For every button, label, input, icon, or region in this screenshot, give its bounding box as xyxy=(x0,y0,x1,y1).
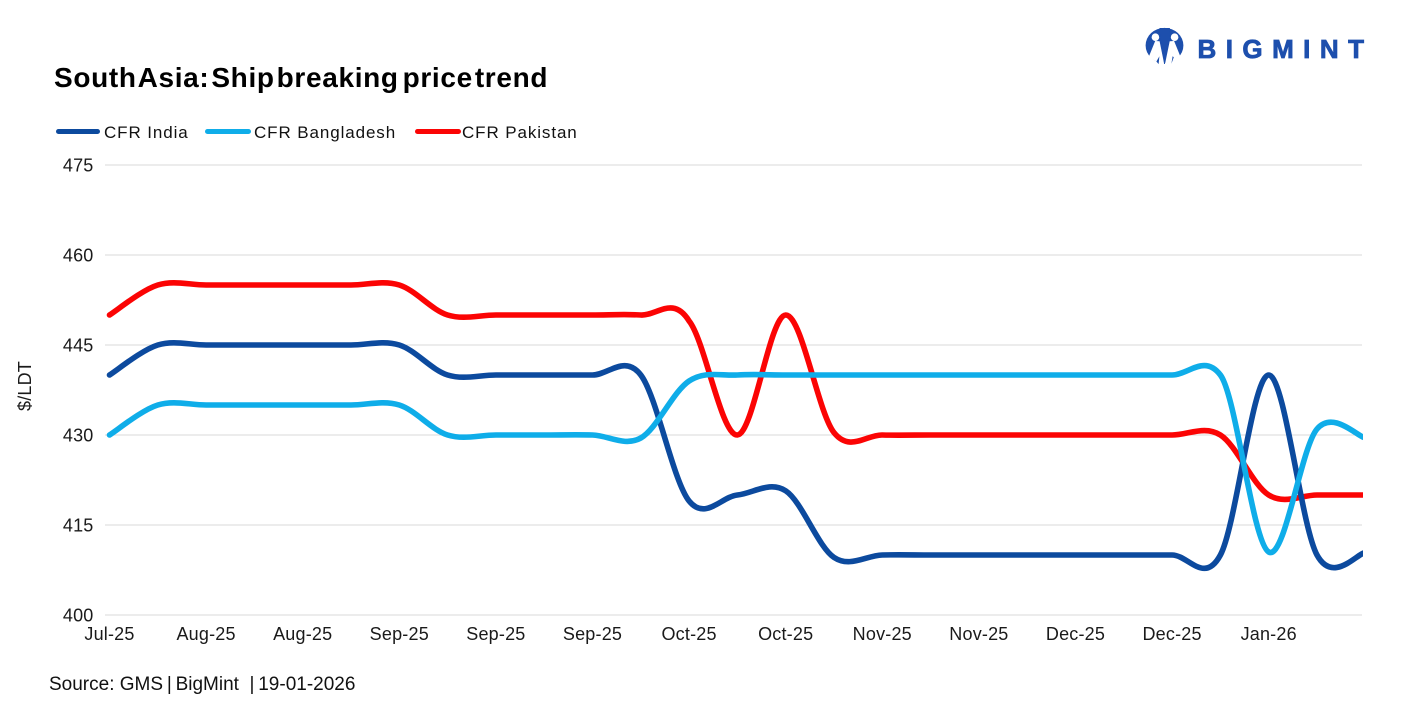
svg-text:Sep-25: Sep-25 xyxy=(466,624,525,644)
svg-text:430: 430 xyxy=(63,426,94,446)
svg-text:Oct-25: Oct-25 xyxy=(758,624,813,644)
svg-text:460: 460 xyxy=(63,246,94,266)
svg-text:Aug-25: Aug-25 xyxy=(273,624,332,644)
svg-text:445: 445 xyxy=(63,336,94,356)
svg-text:415: 415 xyxy=(63,516,94,536)
svg-text:Nov-25: Nov-25 xyxy=(949,624,1008,644)
svg-text:$/LDT: $/LDT xyxy=(15,361,35,411)
svg-text:Jul-25: Jul-25 xyxy=(84,624,134,644)
svg-text:Nov-25: Nov-25 xyxy=(853,624,912,644)
svg-text:475: 475 xyxy=(63,156,94,176)
svg-text:Dec-25: Dec-25 xyxy=(1046,624,1105,644)
svg-text:Oct-25: Oct-25 xyxy=(661,624,716,644)
svg-text:Aug-25: Aug-25 xyxy=(176,624,235,644)
svg-text:Sep-25: Sep-25 xyxy=(563,624,622,644)
svg-text:400: 400 xyxy=(63,606,94,626)
svg-text:Dec-25: Dec-25 xyxy=(1142,624,1201,644)
svg-text:Jan-26: Jan-26 xyxy=(1241,624,1297,644)
svg-text:Sep-25: Sep-25 xyxy=(370,624,429,644)
